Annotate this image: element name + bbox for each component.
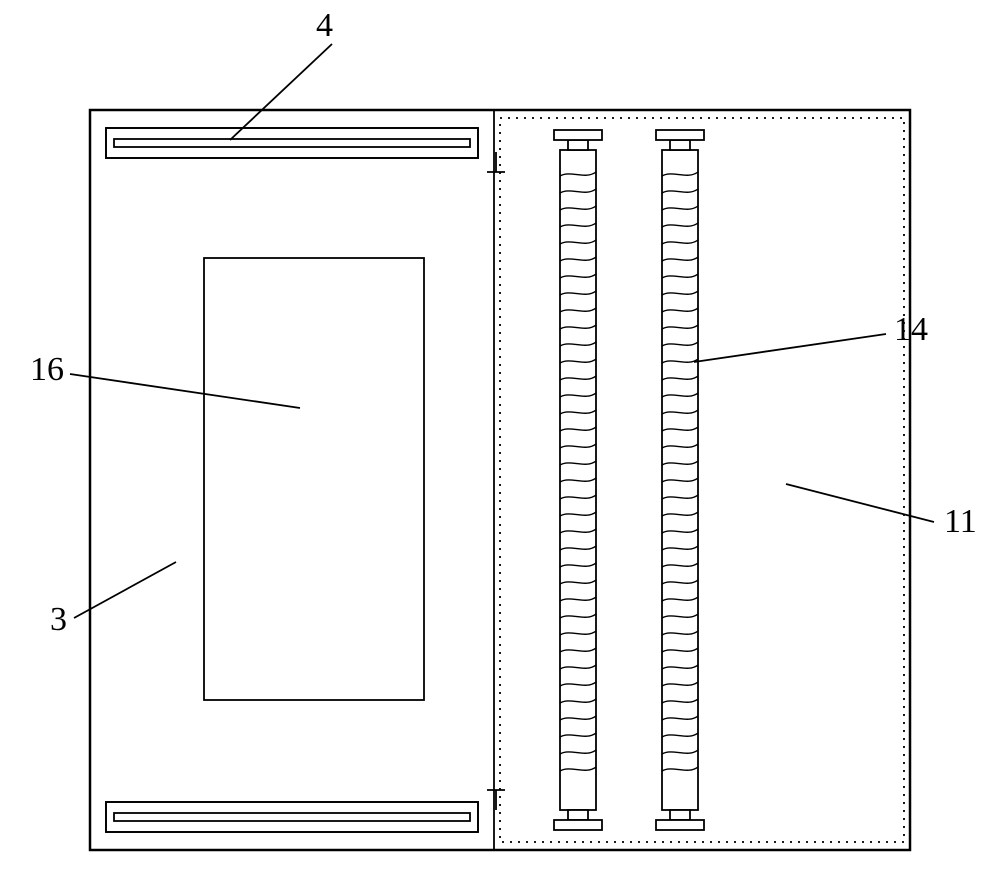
svg-text:16: 16 [30,351,64,388]
label-11: 11 [944,503,977,540]
screw-2 [656,130,704,830]
label-3: 3 [50,601,67,638]
svg-text:4: 4 [316,7,333,44]
label-14: 14 [894,311,928,348]
svg-text:11: 11 [944,503,977,540]
screw-1 [554,130,602,830]
label-4: 4 [316,7,333,44]
svg-text:3: 3 [50,601,67,638]
svg-text:14: 14 [894,311,928,348]
label-16: 16 [30,351,64,388]
